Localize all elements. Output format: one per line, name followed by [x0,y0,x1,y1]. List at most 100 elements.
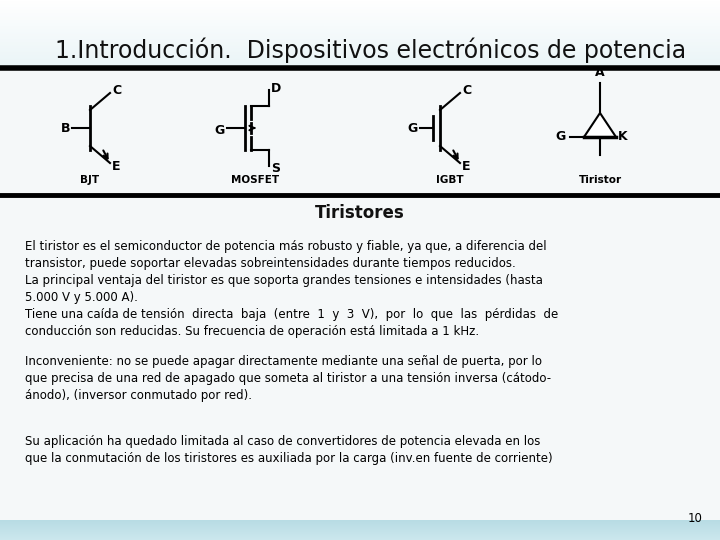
Bar [0,46,720,47]
Bar [0,11,720,12]
Text: G: G [408,122,418,134]
Bar [0,40,720,41]
Bar [0,18,720,19]
Bar [0,29,720,30]
Text: El tiristor es el semiconductor de potencia más robusto y fiable, ya que, a dife: El tiristor es el semiconductor de poten… [25,240,558,338]
Bar [0,57,720,58]
Bar [0,8,720,9]
Text: IGBT: IGBT [436,175,464,185]
Bar [0,10,720,11]
Bar [0,51,720,52]
Bar [0,13,720,14]
Bar [0,525,720,526]
Bar [0,527,720,528]
Bar [0,36,720,37]
Text: K: K [618,131,628,144]
Bar [0,48,720,49]
Text: Inconveniente: no se puede apagar directamente mediante una señal de puerta, por: Inconveniente: no se puede apagar direct… [25,355,551,402]
Text: Tiristores: Tiristores [315,204,405,222]
Bar [0,529,720,530]
Bar [0,3,720,4]
Bar [0,521,720,522]
Bar [0,4,720,5]
Text: E: E [462,159,470,172]
Bar [0,524,720,525]
Bar [0,61,720,62]
Bar [0,65,720,66]
Bar [0,30,720,31]
Bar [0,38,720,39]
Bar [0,47,720,48]
Bar [0,34,720,35]
Bar [0,27,720,28]
Bar [0,43,720,44]
Bar [0,17,720,18]
Text: G: G [215,124,225,137]
Bar [0,50,720,51]
Bar [0,64,720,65]
Bar [0,44,720,45]
Bar [0,539,720,540]
Bar [0,42,720,43]
Text: A: A [595,66,605,79]
Bar [0,56,720,57]
Bar [0,19,720,20]
Bar [0,14,720,15]
Bar [0,20,720,21]
Bar [0,49,720,50]
Bar [0,7,720,8]
Text: 1.Introducción.  Dispositivos electrónicos de potencia: 1.Introducción. Dispositivos electrónico… [55,37,686,63]
Bar [0,55,720,56]
Bar [0,12,720,13]
Bar [0,535,720,536]
Bar [0,533,720,534]
Text: D: D [271,82,282,94]
Bar [0,522,720,523]
Bar [0,1,720,2]
Bar [0,16,720,17]
Bar [0,538,720,539]
Bar [0,536,720,537]
Bar [0,523,720,524]
Bar [0,67,720,68]
Bar [0,53,720,54]
Polygon shape [584,113,616,137]
Bar [0,35,720,36]
Bar [0,0,720,1]
Text: G: G [556,131,566,144]
Text: MOSFET: MOSFET [231,175,279,185]
Bar [0,537,720,538]
Text: Tiristor: Tiristor [578,175,621,185]
Bar [0,41,720,42]
Text: B: B [60,122,70,134]
Bar [0,9,720,10]
Bar [0,60,720,61]
Bar [0,33,720,34]
Text: Su aplicación ha quedado limitada al caso de convertidores de potencia elevada e: Su aplicación ha quedado limitada al cas… [25,435,553,465]
Bar [0,23,720,24]
Bar [0,63,720,64]
Bar [0,26,720,27]
Bar [0,62,720,63]
Text: C: C [112,84,121,97]
Bar [0,45,720,46]
Bar [0,25,720,26]
Bar [0,15,720,16]
Bar [0,69,720,194]
Bar [0,21,720,22]
Bar [0,22,720,23]
Bar [0,32,720,33]
Bar [0,68,720,540]
Bar [0,59,720,60]
Bar [0,28,720,29]
Bar [0,58,720,59]
Bar [0,6,720,7]
Bar [0,24,720,25]
Text: S: S [271,161,280,174]
Bar [0,39,720,40]
Text: 10: 10 [688,512,703,525]
Bar [0,532,720,533]
Bar [0,5,720,6]
Bar [0,52,720,53]
Text: C: C [462,84,471,97]
